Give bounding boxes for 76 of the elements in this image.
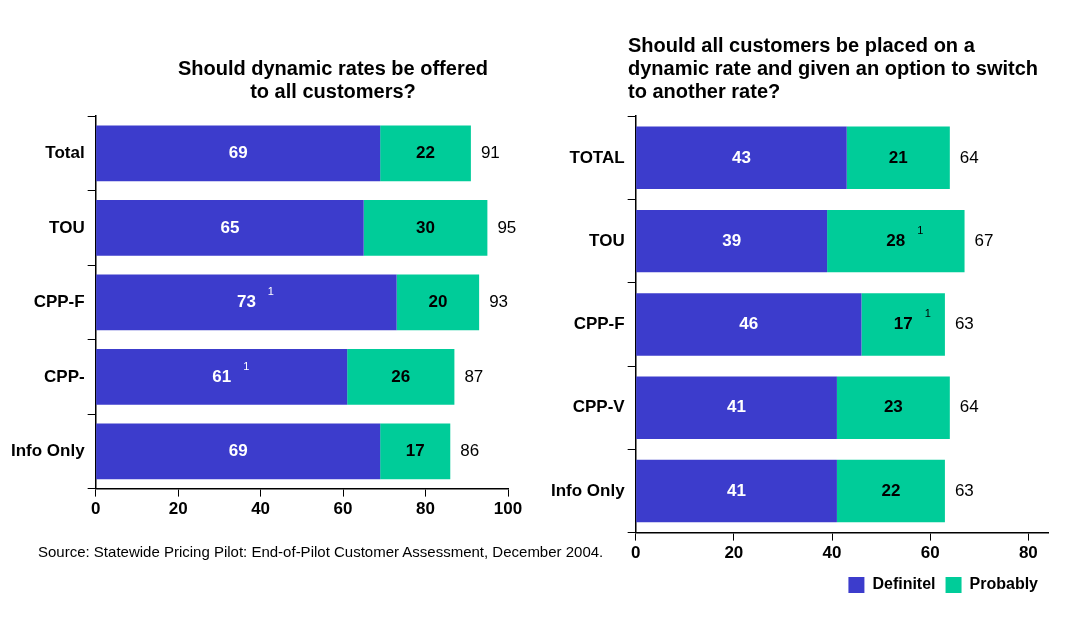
- bar: [96, 125, 381, 182]
- bar: [380, 423, 451, 480]
- bar: [380, 125, 471, 182]
- total-label: 86: [460, 441, 480, 461]
- bar: [96, 199, 364, 256]
- bar: [636, 126, 847, 190]
- data-label: 17: [405, 441, 425, 461]
- total-label: 63: [954, 480, 974, 500]
- bar: [636, 293, 862, 356]
- y-tick-label: TOTAL: [569, 147, 625, 167]
- bar: [96, 274, 397, 331]
- y-tick-label: TOU: [589, 230, 625, 250]
- data-label: 171: [893, 307, 931, 334]
- bar: [396, 274, 480, 331]
- bar: [347, 348, 455, 405]
- y-tick-label: TOU: [49, 217, 85, 237]
- data-label: 611: [212, 359, 250, 386]
- y-tick-label: CPP-F: [573, 314, 625, 334]
- x-tick-label: 60: [333, 499, 353, 519]
- x-tick-label: 100: [493, 499, 523, 519]
- y-tick-label: Info Only: [10, 441, 86, 461]
- y-tick-label: CPP-F: [33, 292, 85, 312]
- x-tick-label: 40: [822, 543, 842, 563]
- x-tick-label: 20: [168, 499, 188, 519]
- bar: [827, 209, 965, 273]
- data-label: 731: [236, 285, 274, 312]
- total-label: 91: [480, 143, 500, 163]
- chart-title: Should dynamic rates be offered to all customers?: [176, 57, 490, 103]
- y-tick-label: CPP-: [44, 366, 85, 386]
- bar: [636, 459, 837, 523]
- x-tick-label: 80: [1018, 543, 1038, 563]
- data-label: 20: [428, 292, 448, 312]
- data-label: 23: [883, 397, 903, 417]
- x-tick-label: 0: [630, 543, 641, 563]
- x-tick-label: 20: [724, 543, 744, 563]
- bar: [363, 199, 488, 256]
- x-tick-label: 60: [920, 543, 940, 563]
- data-label: 41: [727, 397, 747, 417]
- data-label: 22: [881, 480, 901, 500]
- total-label: 64: [959, 397, 979, 417]
- total-label: 93: [489, 292, 509, 312]
- legend-label: Probably: [969, 575, 1039, 593]
- bar: [96, 423, 381, 480]
- source-note: Source: Statewide Pricing Pilot: End-of-Pilot Customer Assessment, December 2004.: [38, 543, 604, 560]
- bar: [846, 126, 950, 190]
- data-label: 281: [886, 224, 924, 250]
- total-label: 95: [497, 217, 517, 237]
- total-label: 67: [974, 230, 994, 250]
- bar: [836, 459, 945, 523]
- bar: [836, 376, 950, 439]
- data-label: 22: [416, 143, 435, 163]
- data-label: 30: [416, 217, 435, 237]
- x-tick-label: 0: [90, 499, 101, 519]
- y-tick-label: Info Only: [550, 480, 626, 500]
- total-label: 63: [954, 314, 974, 334]
- total-label: 87: [464, 366, 484, 386]
- data-label: 41: [727, 480, 747, 500]
- data-label: 46: [739, 314, 759, 334]
- x-tick-label: 80: [416, 499, 435, 519]
- chart-title: Should all customers be placed on a dynamic rate and given an option to switch to another rate?: [627, 34, 1040, 103]
- data-label: 43: [732, 147, 751, 167]
- data-label: 21: [888, 147, 908, 167]
- x-tick-label: 40: [251, 499, 271, 519]
- y-tick-label: Total: [45, 143, 85, 163]
- legend-label: Definitel: [872, 575, 936, 593]
- bar: [636, 209, 828, 273]
- data-label: 65: [220, 217, 240, 237]
- data-label: 69: [228, 441, 248, 461]
- bar: [636, 376, 837, 439]
- bar: [96, 348, 348, 405]
- data-label: 26: [391, 366, 411, 386]
- y-tick-label: CPP-V: [572, 397, 626, 417]
- total-label: 64: [959, 147, 979, 167]
- data-label: 69: [228, 143, 248, 163]
- data-label: 39: [722, 230, 742, 250]
- bar: [861, 293, 945, 356]
